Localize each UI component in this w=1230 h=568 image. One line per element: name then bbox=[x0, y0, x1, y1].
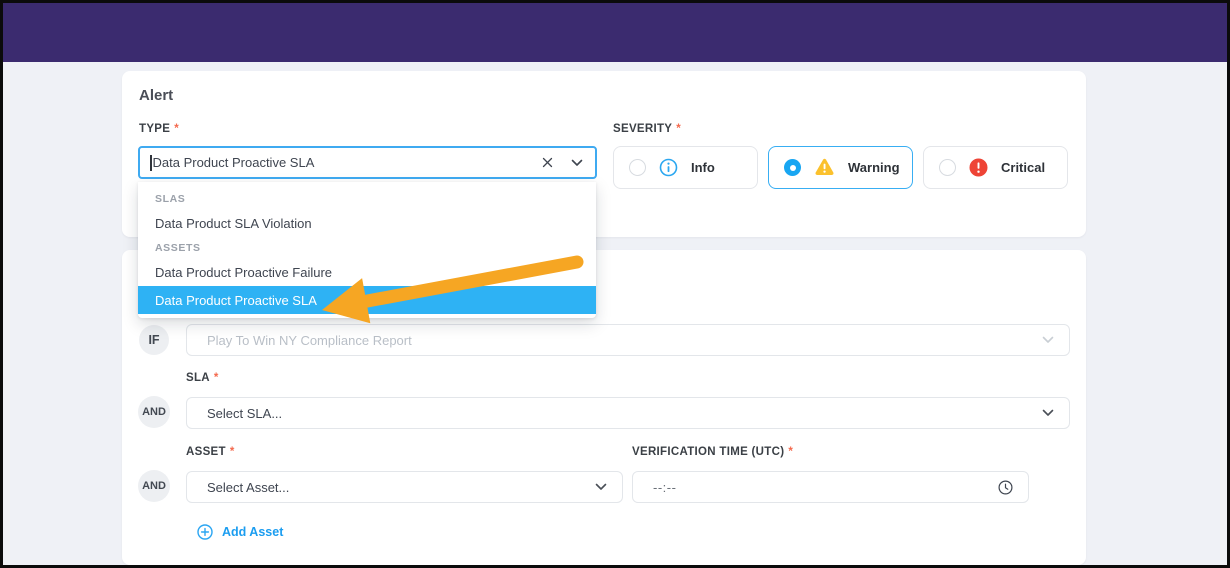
asset-select[interactable]: Select Asset... bbox=[186, 471, 623, 503]
severity-option-critical[interactable]: Critical bbox=[923, 146, 1068, 189]
dropdown-group-label: SLAS bbox=[155, 193, 186, 205]
info-icon bbox=[659, 158, 678, 177]
add-asset-button[interactable]: Add Asset bbox=[197, 524, 283, 540]
sla-select[interactable]: Select SLA... bbox=[186, 397, 1070, 429]
type-combobox[interactable]: Data Product Proactive SLA bbox=[138, 146, 597, 179]
severity-option-label: Warning bbox=[848, 160, 900, 175]
type-field-label: TYPE * bbox=[139, 123, 180, 135]
sla-field-label: SLA * bbox=[186, 372, 219, 384]
conditions-section-card: IF Play To Win NY Compliance Report SLA *… bbox=[122, 250, 1086, 565]
dropdown-option[interactable]: Data Product SLA Violation bbox=[155, 216, 312, 231]
required-asterisk: * bbox=[788, 446, 794, 458]
if-badge: IF bbox=[139, 325, 169, 355]
if-condition-select[interactable]: Play To Win NY Compliance Report bbox=[186, 324, 1070, 356]
verification-time-field-label: VERIFICATION TIME (UTC) * bbox=[632, 446, 794, 458]
if-condition-value: Play To Win NY Compliance Report bbox=[207, 332, 412, 348]
clock-icon bbox=[998, 479, 1013, 495]
asset-field-label: ASSET * bbox=[186, 446, 235, 458]
plus-circle-icon bbox=[197, 524, 213, 540]
radio-checked[interactable] bbox=[784, 159, 801, 176]
type-dropdown-menu: SLAS Data Product SLA Violation ASSETS D… bbox=[138, 182, 596, 318]
dropdown-option[interactable]: Data Product Proactive Failure bbox=[155, 265, 333, 280]
severity-field-label: SEVERITY * bbox=[613, 123, 682, 135]
severity-option-info[interactable]: Info bbox=[613, 146, 758, 189]
critical-icon bbox=[969, 158, 988, 177]
radio-unchecked[interactable] bbox=[939, 159, 956, 176]
alert-section-title: Alert bbox=[139, 87, 174, 104]
chevron-down-icon bbox=[1042, 336, 1054, 344]
add-asset-label: Add Asset bbox=[222, 525, 284, 539]
text-cursor bbox=[150, 154, 152, 171]
verification-time-input[interactable]: --:-- bbox=[632, 471, 1029, 503]
sla-select-placeholder: Select SLA... bbox=[207, 405, 283, 421]
top-nav-bar bbox=[3, 3, 1227, 62]
asset-select-placeholder: Select Asset... bbox=[207, 479, 290, 495]
required-asterisk: * bbox=[174, 123, 180, 135]
warning-icon bbox=[814, 158, 835, 177]
severity-options: Info Warning bbox=[613, 146, 1068, 189]
dropdown-group-label: ASSETS bbox=[155, 242, 201, 254]
required-asterisk: * bbox=[229, 446, 235, 458]
verification-time-value: --:-- bbox=[653, 479, 677, 495]
severity-option-label: Info bbox=[691, 160, 715, 175]
dropdown-option-highlighted[interactable]: Data Product Proactive SLA bbox=[138, 286, 596, 314]
and-badge: AND bbox=[138, 396, 170, 428]
type-combobox-value: Data Product Proactive SLA bbox=[152, 155, 315, 170]
required-asterisk: * bbox=[213, 372, 219, 384]
and-badge: AND bbox=[138, 470, 170, 502]
chevron-down-icon[interactable] bbox=[571, 159, 583, 167]
severity-option-label: Critical bbox=[1001, 160, 1046, 175]
chevron-down-icon bbox=[1042, 409, 1054, 417]
clear-icon[interactable] bbox=[542, 157, 553, 168]
required-asterisk: * bbox=[676, 123, 682, 135]
radio-unchecked[interactable] bbox=[629, 159, 646, 176]
chevron-down-icon bbox=[595, 483, 607, 491]
severity-option-warning[interactable]: Warning bbox=[768, 146, 913, 189]
